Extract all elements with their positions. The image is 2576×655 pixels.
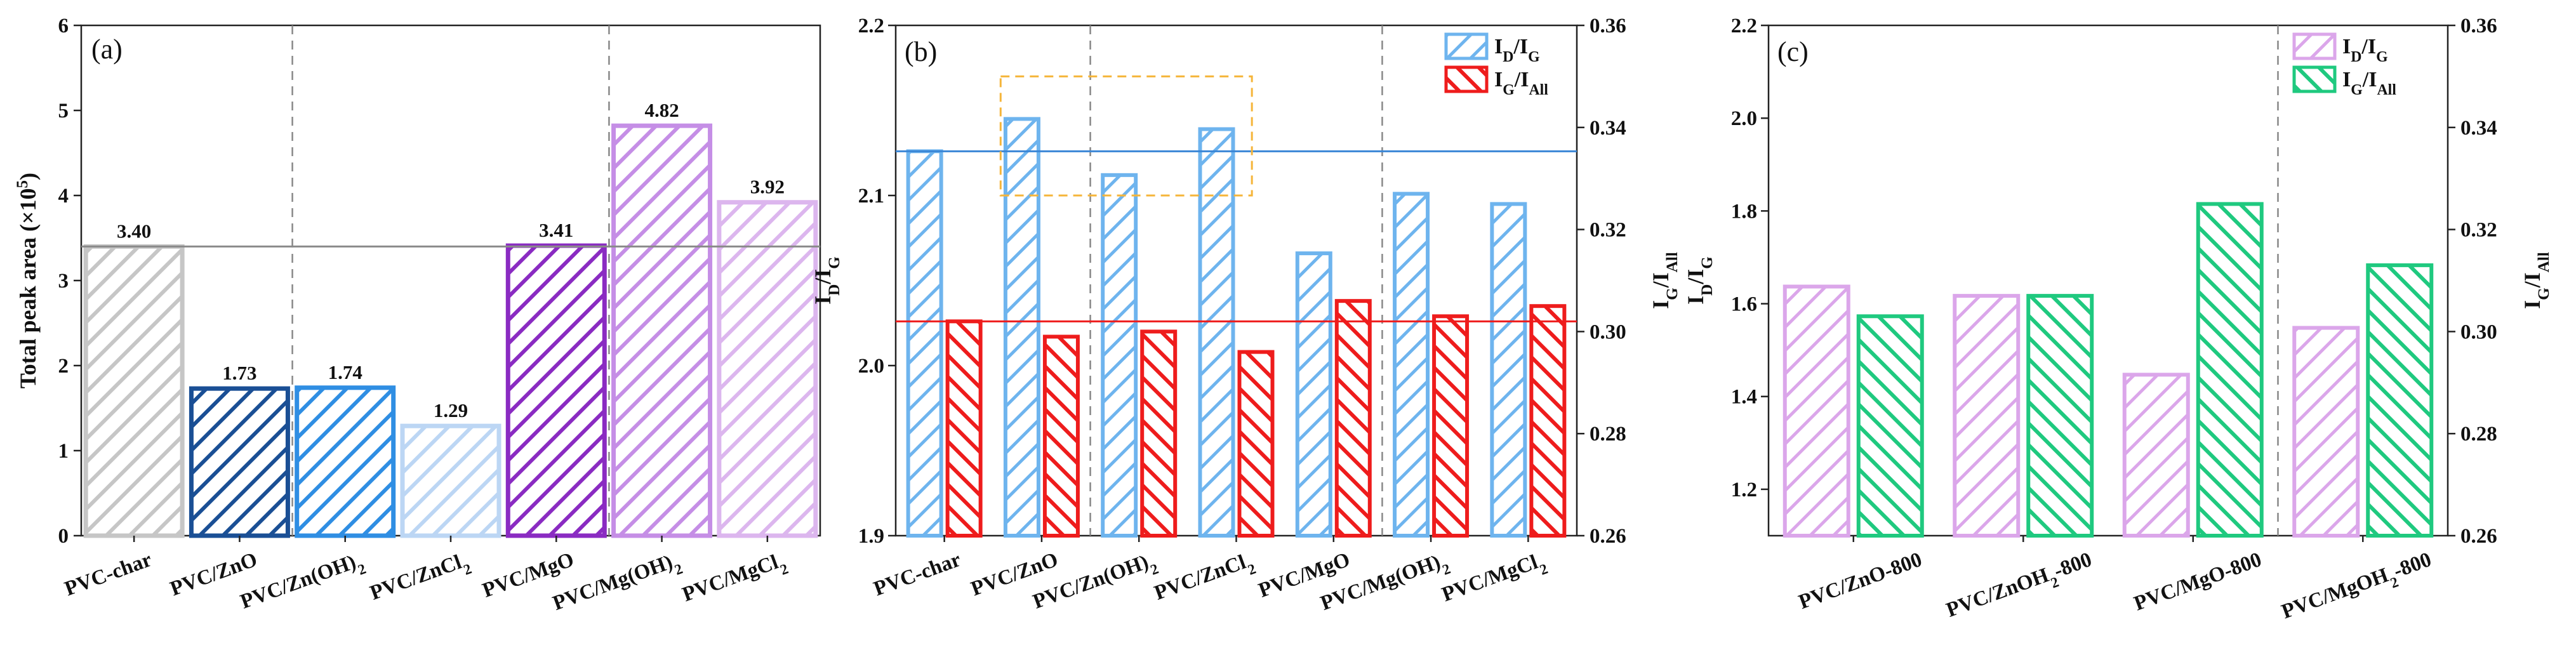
- x-tick-label-1: PVC/ZnOH2-800: [1943, 548, 2097, 628]
- x-tick-label-3: PVC/ZnCl2: [1152, 548, 1258, 611]
- bar-id-ig-5: [1393, 192, 1430, 538]
- right-tick-label: 0.26: [2460, 525, 2497, 548]
- right-tick-label: 0.34: [2460, 117, 2497, 140]
- y-axis-label: Total peak area (×105): [14, 173, 41, 388]
- left-axis-label: ID/IG: [810, 256, 843, 305]
- right-tick-label: 0.30: [1590, 321, 1626, 343]
- panel-label: (b): [905, 36, 937, 67]
- bar-ig-iall-6: [1529, 304, 1567, 538]
- right-tick-label: 0.28: [1590, 423, 1626, 446]
- bar-1: [189, 386, 290, 538]
- right-tick-label: 0.36: [2460, 15, 2497, 37]
- bar-id-ig-1: [1003, 117, 1040, 538]
- left-tick-label: 2.1: [858, 185, 884, 208]
- left-tick-label: 2.0: [858, 355, 884, 378]
- x-tick-label-6: PVC/MgCl2: [679, 548, 790, 612]
- plot-frame: [1767, 24, 2449, 537]
- bar-ig-iall-1: [2026, 294, 2094, 538]
- left-tick-label: 1.8: [1731, 200, 1757, 223]
- x-tick-label-6: PVC/MgCl2: [1439, 548, 1550, 612]
- x-tick-label-0: PVC-char: [62, 548, 155, 601]
- bar-id-ig-0: [1783, 284, 1850, 538]
- panel-label: (a): [91, 34, 123, 65]
- x-tick-label-0: PVC/ZnO-800: [1796, 548, 1925, 614]
- bar-4: [505, 243, 607, 538]
- bar-ig-iall-2: [2196, 202, 2264, 538]
- bar-id-ig-1: [1953, 294, 2021, 538]
- legend-label-1: IG/IAll: [1494, 68, 1548, 98]
- right-axis-label: IG/IAll: [2520, 252, 2553, 309]
- bar-id-ig-4: [1295, 251, 1332, 538]
- bar-3: [400, 423, 501, 538]
- bar-ig-iall-3: [2366, 263, 2434, 538]
- legend-label-1: IG/IAll: [2342, 68, 2396, 98]
- y-tick-label: 6: [58, 15, 69, 37]
- x-tick-label-3: PVC/ZnCl2: [367, 548, 474, 611]
- right-tick-label: 0.34: [1590, 117, 1626, 140]
- right-tick-label: 0.28: [2460, 423, 2497, 446]
- left-tick-label: 1.2: [1731, 479, 1757, 501]
- bar-0: [83, 244, 185, 538]
- y-tick-label: 1: [58, 440, 69, 463]
- left-axis-label: ID/IG: [1683, 256, 1716, 305]
- bar-ig-iall-0: [1856, 314, 1924, 538]
- data-label-1: 1.73: [222, 362, 256, 384]
- y-tick-label: 2: [58, 355, 69, 378]
- left-tick-label: 2.0: [1731, 107, 1757, 130]
- data-label-6: 3.92: [750, 176, 785, 198]
- bar-ig-iall-3: [1237, 350, 1275, 538]
- right-tick-label: 0.32: [2460, 219, 2497, 242]
- panel-b-id-ig-ratio: 1.9 2.0 2.1 2.2 0.26 0.28 0.30 0.32 0.34 0.36 PVC-…: [810, 15, 1681, 615]
- legend-swatch-0: [2292, 32, 2337, 60]
- plot-frame: [894, 24, 1578, 537]
- bar-2: [295, 385, 396, 538]
- right-tick-label: 0.26: [1590, 525, 1626, 548]
- legend-label-0: ID/IG: [2342, 35, 2388, 65]
- bar-id-ig-2: [1101, 173, 1138, 538]
- bar-ig-iall-4: [1334, 299, 1372, 538]
- bar-5: [611, 123, 713, 538]
- y-tick-label: 3: [58, 270, 69, 293]
- panel-a-total-peak-area: 01234563.40PVC-char1.73PVC/ZnO1.74PVC/Zn…: [14, 15, 821, 619]
- panel-c-800-samples: 1.2 1.4 1.6 1.8 2.0 2.2 0.26 0.28 0.30 0.32 0.34 0.…: [1683, 15, 2553, 630]
- legend-swatch-1: [2292, 65, 2337, 93]
- highlight-box: [999, 75, 1253, 197]
- left-tick-label: 1.6: [1731, 293, 1757, 316]
- y-tick-label: 4: [58, 185, 69, 208]
- data-label-3: 1.29: [434, 399, 468, 421]
- bar-id-ig-0: [906, 149, 943, 538]
- left-tick-label: 1.4: [1731, 386, 1757, 409]
- y-tick-label: 5: [58, 100, 69, 122]
- bar-ig-iall-0: [945, 319, 983, 538]
- bar-id-ig-3: [2292, 326, 2360, 538]
- y-tick-label: 0: [58, 525, 69, 548]
- bar-ig-iall-2: [1140, 329, 1178, 538]
- legend-swatch-1: [1444, 65, 1489, 93]
- data-label-4: 3.41: [539, 219, 573, 241]
- left-tick-label: 1.9: [858, 525, 884, 548]
- right-tick-label: 0.32: [1590, 219, 1626, 242]
- x-tick-label-2: PVC/MgO-800: [2131, 548, 2264, 616]
- panel-label: (c): [1777, 36, 1809, 67]
- legend-label-0: ID/IG: [1494, 35, 1540, 65]
- bar-ig-iall-5: [1432, 314, 1470, 538]
- left-tick-label: 2.2: [1731, 15, 1757, 37]
- right-tick-label: 0.30: [2460, 321, 2497, 343]
- right-tick-label: 0.36: [1590, 15, 1626, 37]
- bar-id-ig-6: [1490, 202, 1527, 538]
- bar-ig-iall-1: [1042, 334, 1080, 538]
- data-label-5: 4.82: [644, 99, 679, 121]
- x-tick-label-2: PVC/Zn(OH)2: [237, 548, 368, 619]
- data-label-0: 3.40: [117, 220, 151, 242]
- data-label-2: 1.74: [328, 361, 362, 383]
- right-axis-label: IG/IAll: [1648, 252, 1681, 309]
- x-tick-label-3: PVC/MgOH2-800: [2279, 548, 2437, 630]
- bar-id-ig-2: [2122, 373, 2190, 538]
- left-tick-label: 2.2: [858, 15, 884, 37]
- legend-swatch-0: [1444, 32, 1489, 60]
- x-tick-label-0: PVC-char: [871, 548, 964, 601]
- bar-6: [717, 200, 818, 538]
- bar-id-ig-3: [1198, 127, 1235, 538]
